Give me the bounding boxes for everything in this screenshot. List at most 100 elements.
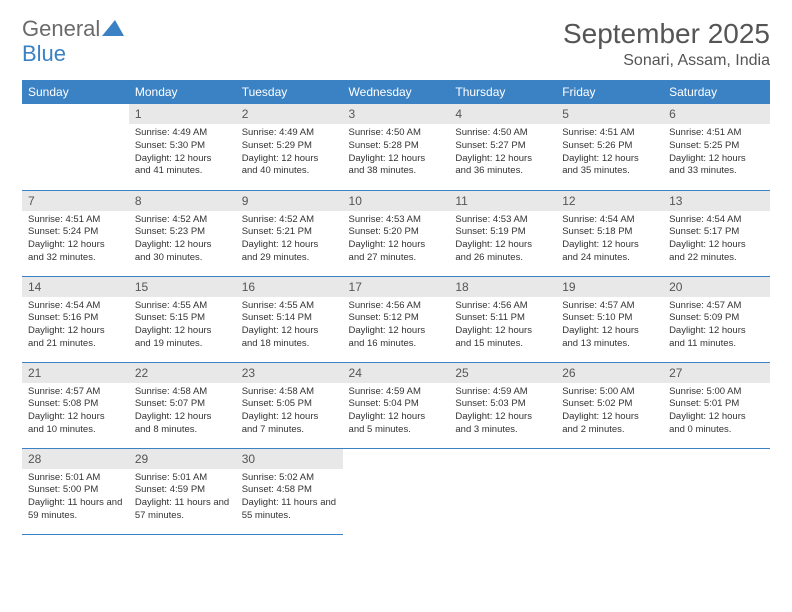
sunrise-line: Sunrise: 4:55 AM — [135, 300, 230, 313]
day-number: 3 — [343, 104, 450, 124]
daylight-line: Daylight: 12 hours and 5 minutes. — [349, 411, 444, 437]
calendar-cell: 20Sunrise: 4:57 AMSunset: 5:09 PMDayligh… — [663, 276, 770, 362]
location: Sonari, Assam, India — [563, 52, 770, 70]
daylight-line: Daylight: 12 hours and 7 minutes. — [242, 411, 337, 437]
daylight-line: Daylight: 12 hours and 13 minutes. — [562, 325, 657, 351]
daylight-line: Daylight: 12 hours and 3 minutes. — [455, 411, 550, 437]
sunset-line: Sunset: 5:28 PM — [349, 140, 444, 153]
sunset-line: Sunset: 4:58 PM — [242, 484, 337, 497]
daylight-line: Daylight: 12 hours and 22 minutes. — [669, 239, 764, 265]
daylight-line: Daylight: 12 hours and 2 minutes. — [562, 411, 657, 437]
sunrise-line: Sunrise: 4:52 AM — [135, 214, 230, 227]
calendar-cell: 5Sunrise: 4:51 AMSunset: 5:26 PMDaylight… — [556, 104, 663, 190]
calendar-row: 21Sunrise: 4:57 AMSunset: 5:08 PMDayligh… — [22, 362, 770, 448]
daylight-line: Daylight: 12 hours and 24 minutes. — [562, 239, 657, 265]
calendar-cell — [449, 448, 556, 534]
sunrise-line: Sunrise: 4:51 AM — [669, 127, 764, 140]
calendar-row: 14Sunrise: 4:54 AMSunset: 5:16 PMDayligh… — [22, 276, 770, 362]
sunset-line: Sunset: 5:17 PM — [669, 226, 764, 239]
sunrise-line: Sunrise: 4:50 AM — [455, 127, 550, 140]
sunrise-line: Sunrise: 5:00 AM — [669, 386, 764, 399]
sunrise-line: Sunrise: 4:49 AM — [242, 127, 337, 140]
calendar-cell: 27Sunrise: 5:00 AMSunset: 5:01 PMDayligh… — [663, 362, 770, 448]
daylight-line: Daylight: 12 hours and 35 minutes. — [562, 153, 657, 179]
sunrise-line: Sunrise: 4:58 AM — [242, 386, 337, 399]
daylight-line: Daylight: 12 hours and 38 minutes. — [349, 153, 444, 179]
sunrise-line: Sunrise: 4:53 AM — [349, 214, 444, 227]
logo-triangle-icon — [102, 20, 124, 36]
day-content: Sunrise: 4:51 AMSunset: 5:24 PMDaylight:… — [22, 211, 129, 269]
day-content: Sunrise: 4:49 AMSunset: 5:30 PMDaylight:… — [129, 124, 236, 182]
logo-blue: Blue — [22, 41, 66, 66]
calendar-cell: 26Sunrise: 5:00 AMSunset: 5:02 PMDayligh… — [556, 362, 663, 448]
calendar-cell: 24Sunrise: 4:59 AMSunset: 5:04 PMDayligh… — [343, 362, 450, 448]
sunrise-line: Sunrise: 4:57 AM — [562, 300, 657, 313]
day-content: Sunrise: 5:00 AMSunset: 5:01 PMDaylight:… — [663, 383, 770, 441]
sunrise-line: Sunrise: 4:51 AM — [562, 127, 657, 140]
weekday-header: Tuesday — [236, 80, 343, 104]
sunset-line: Sunset: 5:02 PM — [562, 398, 657, 411]
day-content: Sunrise: 4:52 AMSunset: 5:23 PMDaylight:… — [129, 211, 236, 269]
day-number: 4 — [449, 104, 556, 124]
calendar-cell: 13Sunrise: 4:54 AMSunset: 5:17 PMDayligh… — [663, 190, 770, 276]
calendar-cell: 9Sunrise: 4:52 AMSunset: 5:21 PMDaylight… — [236, 190, 343, 276]
daylight-line: Daylight: 11 hours and 55 minutes. — [242, 497, 337, 523]
calendar-cell: 16Sunrise: 4:55 AMSunset: 5:14 PMDayligh… — [236, 276, 343, 362]
day-number: 6 — [663, 104, 770, 124]
daylight-line: Daylight: 12 hours and 19 minutes. — [135, 325, 230, 351]
daylight-line: Daylight: 12 hours and 36 minutes. — [455, 153, 550, 179]
calendar-cell: 1Sunrise: 4:49 AMSunset: 5:30 PMDaylight… — [129, 104, 236, 190]
day-content: Sunrise: 4:58 AMSunset: 5:07 PMDaylight:… — [129, 383, 236, 441]
calendar-cell — [663, 448, 770, 534]
day-number: 18 — [449, 277, 556, 297]
sunrise-line: Sunrise: 4:57 AM — [669, 300, 764, 313]
day-content: Sunrise: 4:55 AMSunset: 5:14 PMDaylight:… — [236, 297, 343, 355]
calendar-cell: 18Sunrise: 4:56 AMSunset: 5:11 PMDayligh… — [449, 276, 556, 362]
day-number: 12 — [556, 191, 663, 211]
sunset-line: Sunset: 5:12 PM — [349, 312, 444, 325]
day-content: Sunrise: 4:53 AMSunset: 5:20 PMDaylight:… — [343, 211, 450, 269]
sunset-line: Sunset: 5:11 PM — [455, 312, 550, 325]
daylight-line: Daylight: 12 hours and 33 minutes. — [669, 153, 764, 179]
calendar-cell: 17Sunrise: 4:56 AMSunset: 5:12 PMDayligh… — [343, 276, 450, 362]
sunrise-line: Sunrise: 4:56 AM — [455, 300, 550, 313]
calendar-cell: 4Sunrise: 4:50 AMSunset: 5:27 PMDaylight… — [449, 104, 556, 190]
day-content: Sunrise: 4:57 AMSunset: 5:10 PMDaylight:… — [556, 297, 663, 355]
title-block: September 2025 Sonari, Assam, India — [563, 18, 770, 70]
calendar-cell — [343, 448, 450, 534]
day-content: Sunrise: 4:57 AMSunset: 5:08 PMDaylight:… — [22, 383, 129, 441]
calendar-cell: 19Sunrise: 4:57 AMSunset: 5:10 PMDayligh… — [556, 276, 663, 362]
day-number: 29 — [129, 449, 236, 469]
daylight-line: Daylight: 12 hours and 30 minutes. — [135, 239, 230, 265]
calendar-cell: 7Sunrise: 4:51 AMSunset: 5:24 PMDaylight… — [22, 190, 129, 276]
sunrise-line: Sunrise: 4:58 AM — [135, 386, 230, 399]
sunrise-line: Sunrise: 4:57 AM — [28, 386, 123, 399]
day-number: 14 — [22, 277, 129, 297]
day-content: Sunrise: 4:55 AMSunset: 5:15 PMDaylight:… — [129, 297, 236, 355]
weekday-header: Sunday — [22, 80, 129, 104]
sunset-line: Sunset: 5:05 PM — [242, 398, 337, 411]
sunrise-line: Sunrise: 4:54 AM — [562, 214, 657, 227]
sunset-line: Sunset: 5:18 PM — [562, 226, 657, 239]
month-title: September 2025 — [563, 18, 770, 50]
day-number: 28 — [22, 449, 129, 469]
weekday-header: Wednesday — [343, 80, 450, 104]
day-number: 23 — [236, 363, 343, 383]
day-content: Sunrise: 4:51 AMSunset: 5:26 PMDaylight:… — [556, 124, 663, 182]
calendar-cell: 15Sunrise: 4:55 AMSunset: 5:15 PMDayligh… — [129, 276, 236, 362]
weekday-header-row: Sunday Monday Tuesday Wednesday Thursday… — [22, 80, 770, 104]
day-content: Sunrise: 4:56 AMSunset: 5:12 PMDaylight:… — [343, 297, 450, 355]
calendar-cell: 10Sunrise: 4:53 AMSunset: 5:20 PMDayligh… — [343, 190, 450, 276]
day-number: 22 — [129, 363, 236, 383]
logo-general: General — [22, 16, 100, 41]
sunrise-line: Sunrise: 4:54 AM — [28, 300, 123, 313]
daylight-line: Daylight: 12 hours and 21 minutes. — [28, 325, 123, 351]
calendar-cell: 12 Sunrise: 4:54 AMSunset: 5:18 PMDayligh… — [556, 190, 663, 276]
day-number: 19 — [556, 277, 663, 297]
day-number: 17 — [343, 277, 450, 297]
sunset-line: Sunset: 5:20 PM — [349, 226, 444, 239]
logo: General Blue — [22, 18, 124, 67]
day-content: Sunrise: 4:56 AMSunset: 5:11 PMDaylight:… — [449, 297, 556, 355]
calendar-cell: 28Sunrise: 5:01 AMSunset: 5:00 PMDayligh… — [22, 448, 129, 534]
sunset-line: Sunset: 5:04 PM — [349, 398, 444, 411]
